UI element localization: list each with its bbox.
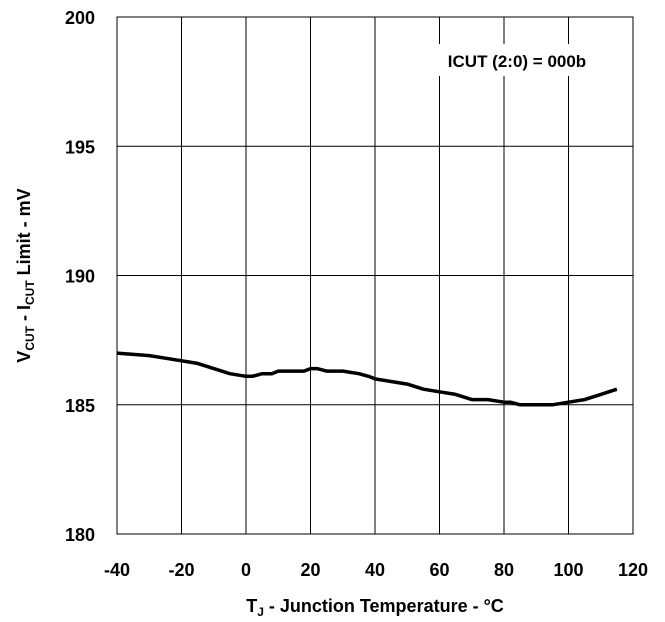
y-tick-label: 185	[65, 396, 95, 416]
y-axis-title: VCUT - ICUT Limit - mV	[14, 188, 37, 362]
x-axis-title-main: T	[246, 596, 257, 616]
annotation-label: ICUT (2:0) = 000b	[448, 52, 586, 71]
x-tick-label: 60	[429, 560, 449, 580]
x-axis-title-rest: - Junction Temperature - °C	[264, 596, 504, 616]
y-axis-title-rest: Limit - mV	[14, 188, 34, 280]
y-tick-label: 200	[65, 8, 95, 28]
x-axis-title: TJ - Junction Temperature - °C	[246, 596, 504, 619]
y-tick-label: 180	[65, 525, 95, 545]
y-axis-title-v-sub: CUT	[23, 325, 37, 350]
plot-frame	[116, 16, 634, 535]
x-tick-label: -20	[168, 560, 194, 580]
x-tick-label: 20	[300, 560, 320, 580]
series-line-vcut-icut	[116, 351, 618, 407]
y-tick-label: 190	[65, 267, 95, 287]
y-axis-title-i-sub: CUT	[23, 280, 37, 305]
y-tick-labels: 180 185 190 195 200	[65, 8, 95, 545]
x-tick-label: 40	[365, 560, 385, 580]
grid-lines	[117, 17, 633, 534]
x-tick-label: 80	[494, 560, 514, 580]
x-axis-title-sub: J	[257, 605, 264, 619]
x-tick-label: -40	[104, 560, 130, 580]
annotation-box	[410, 44, 624, 76]
x-tick-label: 120	[618, 560, 648, 580]
y-axis-title-mid: - I	[14, 305, 34, 326]
y-axis-title-v: V	[14, 351, 34, 363]
x-tick-label: 0	[241, 560, 251, 580]
x-tick-labels: -40 -20 0 20 40 60 80 100 120	[104, 560, 648, 580]
x-tick-label: 100	[553, 560, 583, 580]
y-tick-label: 195	[65, 137, 95, 157]
